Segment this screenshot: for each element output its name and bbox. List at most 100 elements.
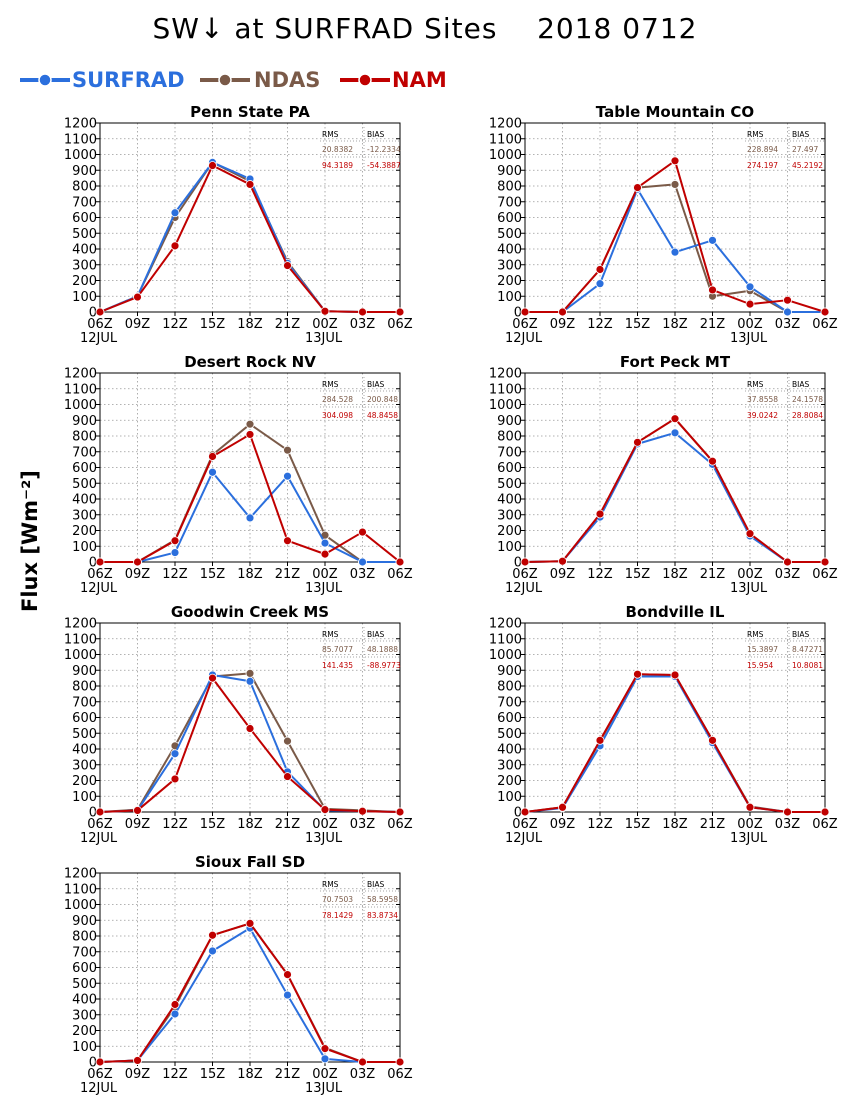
data-point-nam [283,536,292,546]
data-point-nam [745,299,755,309]
stats-ndas-rms: 228.894 [747,145,778,154]
y-tick-label: 700 [72,445,97,460]
y-tick-label: 1100 [489,382,522,397]
data-point-nam [320,549,330,559]
data-point-nam [708,285,717,295]
series-nam [520,156,830,317]
x-date-label: 12JUL [80,331,118,346]
data-point-nam [208,673,217,683]
y-tick-label: 1000 [64,648,97,663]
y-tick-label: 300 [497,758,522,773]
y-tick-label: 900 [72,164,97,179]
y-tick-label: 0 [514,306,522,321]
chart-panel: Fort Peck MT 0100200300400500600700800900… [489,353,838,596]
data-point-surfrad [783,307,792,317]
chart-title: Penn State PA [190,103,310,121]
stats-table: RMS BIAS 85.7077 48.1888 141.435 -88.9773 [320,627,401,671]
y-tick-label: 700 [72,195,97,210]
data-point-nam [558,556,567,566]
x-tick-label: 21Z [275,317,301,332]
chart-title: Fort Peck MT [620,353,731,371]
x-tick-label: 18Z [237,1067,263,1082]
y-tick-label: 1100 [64,632,97,647]
y-tick-label: 1000 [489,148,522,163]
data-point-nam [283,261,292,270]
data-point-nam [633,669,642,679]
data-point-nam [320,1044,330,1054]
y-tick-label: 0 [89,556,97,571]
y-tick-label: 900 [72,664,97,679]
data-point-nam [558,802,567,812]
data-point-surfrad [708,235,717,245]
x-tick-label: 21Z [700,817,726,832]
series-nam [520,414,830,567]
legend-item-surfrad: SURFRAD [18,66,185,96]
y-tick-label: 1000 [64,398,97,413]
y-tick-label: 1000 [64,898,97,913]
y-tick-label: 1200 [64,117,97,132]
y-tick-label: 400 [497,493,522,508]
x-tick-label: 06Z [387,1067,413,1082]
data-point-nam [358,1057,367,1067]
stats-table: RMS BIAS 37.8558 24.1578 39.0242 28.8084 [745,377,825,421]
chart-title: Goodwin Creek MS [171,603,329,621]
stats-table: RMS BIAS 20.8382 -12.2334 94.3189 -54.3887 [320,127,401,171]
data-point-nam [208,452,217,461]
y-tick-label: 400 [72,493,97,508]
x-date-label: 12JUL [505,581,543,596]
stats-header-bias: BIAS [792,380,809,389]
stats-header-bias: BIAS [792,630,809,639]
data-point-nam [395,557,405,567]
y-tick-label: 400 [497,243,522,258]
data-point-nam [358,307,367,317]
x-date-label: 12JUL [80,831,118,846]
data-point-ndas [283,445,292,455]
chart-panel: Penn State PA 010020030040050060070080090… [64,103,413,346]
x-tick-label: 03Z [350,817,376,832]
stats-nam-rms: 78.1429 [322,911,353,920]
y-tick-label: 1100 [489,132,522,147]
stats-nam-bias: 10.8081 [792,661,823,670]
x-tick-label: 12Z [587,817,613,832]
data-point-nam [95,557,105,567]
x-tick-label: 18Z [237,567,263,582]
y-tick-label: 400 [497,743,522,758]
stats-header-bias: BIAS [367,630,384,639]
x-tick-label: 21Z [275,567,301,582]
x-tick-label: 06Z [812,317,838,332]
y-tick-label: 700 [72,695,97,710]
data-point-nam [670,670,680,680]
data-point-nam [395,1057,405,1067]
y-tick-label: 400 [72,993,97,1008]
y-tick-label: 500 [72,977,97,992]
y-tick-label: 800 [497,180,522,195]
data-point-surfrad [670,247,680,257]
x-tick-label: 03Z [350,317,376,332]
y-tick-label: 600 [72,211,97,226]
y-tick-label: 900 [497,164,522,179]
stats-ndas-rms: 70.7503 [322,895,353,904]
data-point-nam [745,529,755,539]
stats-header-rms: RMS [322,380,339,389]
chart-panel: Desert Rock NV 01002003004005006007008009… [64,353,413,596]
stats-table: RMS BIAS 284.528 200.848 304.098 48.8458 [320,377,400,421]
x-date-label: 13JUL [305,1081,343,1096]
legend-label-nam: NAM [392,68,447,92]
x-tick-label: 06Z [87,817,113,832]
x-date-label: 13JUL [730,831,768,846]
stats-nam-bias: -88.9773 [367,661,401,670]
x-tick-label: 12Z [162,567,188,582]
y-tick-label: 900 [72,914,97,929]
y-tick-label: 800 [497,430,522,445]
x-tick-label: 06Z [387,317,413,332]
y-tick-label: 500 [497,227,522,242]
data-point-surfrad [595,279,605,289]
y-tick-label: 0 [89,1056,97,1071]
data-point-nam [133,292,142,302]
data-point-surfrad [170,208,180,218]
chart-panel: Goodwin Creek MS 010020030040050060070080… [64,603,413,846]
x-tick-label: 15Z [625,567,651,582]
data-point-nam [208,930,217,940]
x-date-label: 13JUL [730,581,768,596]
